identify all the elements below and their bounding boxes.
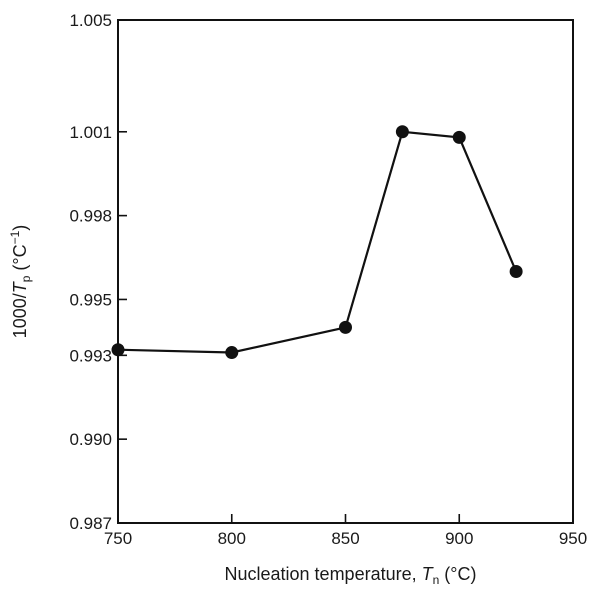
y-tick-label: 0.993 [69,346,112,365]
x-tick-label: 950 [559,529,587,548]
data-point [509,265,523,278]
x-tick-label: 900 [445,529,473,548]
x-axis-title: Nucleation temperature, Tn (°C) [225,564,477,587]
y-ticks: 0.987 0.990 0.993 0.995 0.998 1.001 1.005 [69,11,127,533]
y-tick-label: 0.998 [69,207,112,226]
y-tick-label: 0.990 [69,430,112,449]
x-tick-label: 800 [218,529,246,548]
data-point [339,320,352,334]
y-tick-label: 1.001 [69,123,112,142]
y-tick-label: 0.987 [69,514,112,533]
y-tick-label: 0.995 [69,290,112,309]
y-tick-label: 1.005 [69,11,112,30]
data-point [111,343,125,357]
data-point [225,346,239,360]
plot-frame [117,19,574,524]
y-axis-title: 1000/Tp (°C−1) [8,225,33,339]
x-tick-label: 850 [331,529,359,548]
data-point [395,125,409,139]
x-ticks: 750 800 850 900 950 [104,514,587,548]
series-line [117,130,518,354]
x-tick-label: 750 [104,529,132,548]
data-point [452,130,466,144]
data-points [111,125,523,360]
